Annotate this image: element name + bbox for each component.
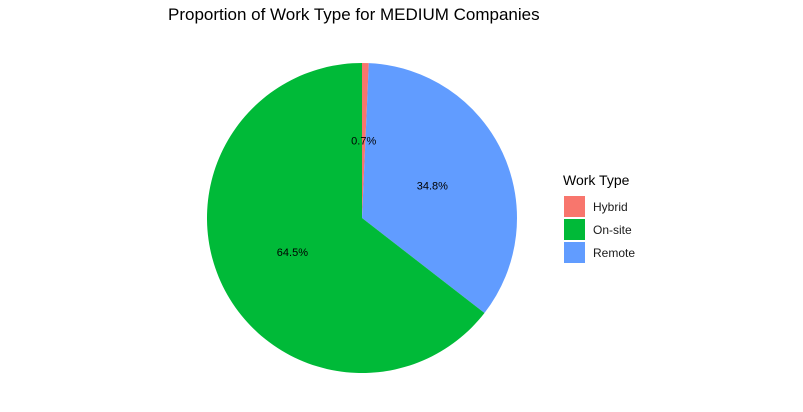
legend-title: Work Type bbox=[563, 172, 630, 188]
legend-key-on-site bbox=[564, 219, 585, 240]
pie-slice-on-site bbox=[206, 63, 485, 374]
pie-slice-hybrid bbox=[362, 63, 369, 218]
slice-label-on-site: 64.5% bbox=[277, 247, 308, 259]
legend-label-on-site: On-site bbox=[593, 223, 632, 237]
pie-slices bbox=[206, 63, 517, 374]
legend-key-remote bbox=[564, 242, 585, 263]
legend-label-remote: Remote bbox=[593, 246, 635, 260]
slice-labels: 0.7% 34.8% 64.5% bbox=[277, 136, 448, 260]
pie-slice-remote bbox=[362, 63, 517, 314]
legend-label-hybrid: Hybrid bbox=[593, 200, 628, 214]
slice-label-remote: 34.8% bbox=[417, 180, 448, 192]
chart-title: Proportion of Work Type for MEDIUM Compa… bbox=[168, 5, 540, 24]
legend: Work Type Hybrid On-site Remote bbox=[563, 172, 635, 263]
slice-label-hybrid: 0.7% bbox=[351, 136, 376, 148]
legend-key-hybrid bbox=[564, 196, 585, 217]
